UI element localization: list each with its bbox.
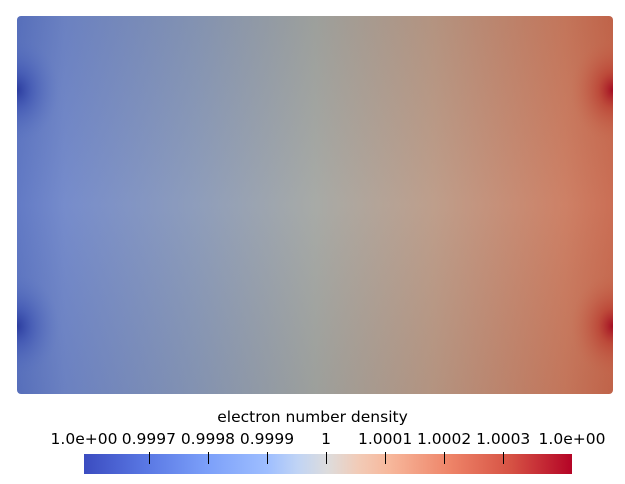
colorbar-tick-label: 0.9997 (121, 430, 177, 448)
colorbar-tick-label: 0.9999 (239, 430, 295, 448)
colorbar-tick-mark (385, 452, 386, 464)
right-upper-hotspot (571, 38, 613, 142)
colorbar-tick-label: 1.0e+00 (50, 430, 118, 448)
colorbar-tick-label: 1.0001 (357, 430, 413, 448)
colorbar-tick-label: 0.9998 (180, 430, 236, 448)
density-field-svg (17, 16, 613, 394)
right-lower-hotspot (571, 274, 613, 378)
colorbar-tick-mark (326, 452, 327, 464)
left-lower-hotspot (17, 274, 59, 378)
colorbar-tick-mark (208, 452, 209, 464)
colorbar: 1.0e+00 0.9997 0.9998 0.9999 1 1.0001 1.0002 1.… (0, 430, 625, 480)
colorbar-title: electron number density (217, 408, 408, 426)
colorbar-gradient (84, 454, 572, 474)
colorbar-tick-label: 1.0003 (476, 430, 531, 448)
colorbar-tick-mark (503, 452, 504, 464)
left-upper-hotspot (17, 38, 59, 142)
colorbar-tick-label: 1.0e+00 (538, 430, 606, 448)
field-shading (17, 16, 613, 394)
density-field-plot (17, 16, 613, 394)
colorbar-tick-mark (149, 452, 150, 464)
colorbar-tick-mark (444, 452, 445, 464)
colorbar-tick-label: 1 (321, 430, 331, 448)
colorbar-tick-mark (267, 452, 268, 464)
colorbar-tick-label: 1.0002 (417, 430, 472, 448)
